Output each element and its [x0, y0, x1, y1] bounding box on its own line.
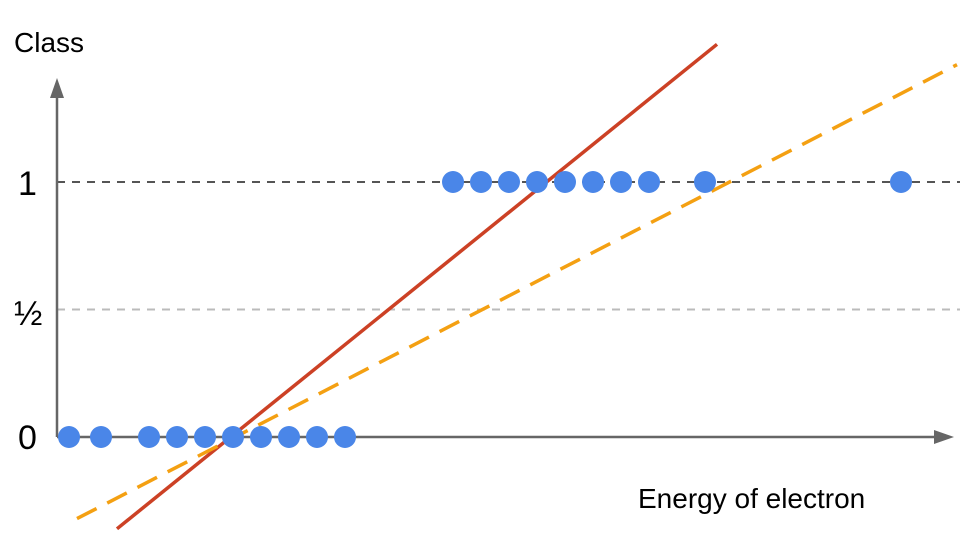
data-point-14: [554, 171, 576, 193]
data-point-2: [138, 426, 160, 448]
y-tick-label-0: 0: [18, 419, 37, 457]
data-point-4: [194, 426, 216, 448]
data-point-9: [334, 426, 356, 448]
reference-lines: [57, 181, 960, 311]
data-point-3: [166, 426, 188, 448]
data-point-19: [890, 171, 912, 193]
data-point-5: [222, 426, 244, 448]
data-points: [58, 171, 912, 448]
data-point-6: [250, 426, 272, 448]
data-point-0: [58, 426, 80, 448]
data-point-7: [278, 426, 300, 448]
axes: [50, 78, 954, 444]
data-point-11: [470, 171, 492, 193]
data-point-16: [610, 171, 632, 193]
data-point-8: [306, 426, 328, 448]
data-point-18: [694, 171, 716, 193]
data-point-12: [498, 171, 520, 193]
labels: Class Energy of electron 1 ½ 0: [14, 27, 865, 514]
x-axis-label: Energy of electron: [638, 483, 865, 514]
y-axis-arrow-icon: [50, 78, 64, 98]
data-point-1: [90, 426, 112, 448]
y-tick-label-1: 1: [18, 165, 37, 203]
y-tick-label-half: ½: [14, 295, 42, 333]
x-axis-arrow-icon: [934, 430, 954, 444]
y-axis-label: Class: [14, 27, 84, 58]
fit-lines: [76, 42, 958, 531]
dashed-fit-line-1: [76, 63, 958, 521]
data-point-13: [526, 171, 548, 193]
solid-fit-line-0: [115, 42, 719, 531]
data-point-15: [582, 171, 604, 193]
data-point-17: [638, 171, 660, 193]
data-point-10: [442, 171, 464, 193]
